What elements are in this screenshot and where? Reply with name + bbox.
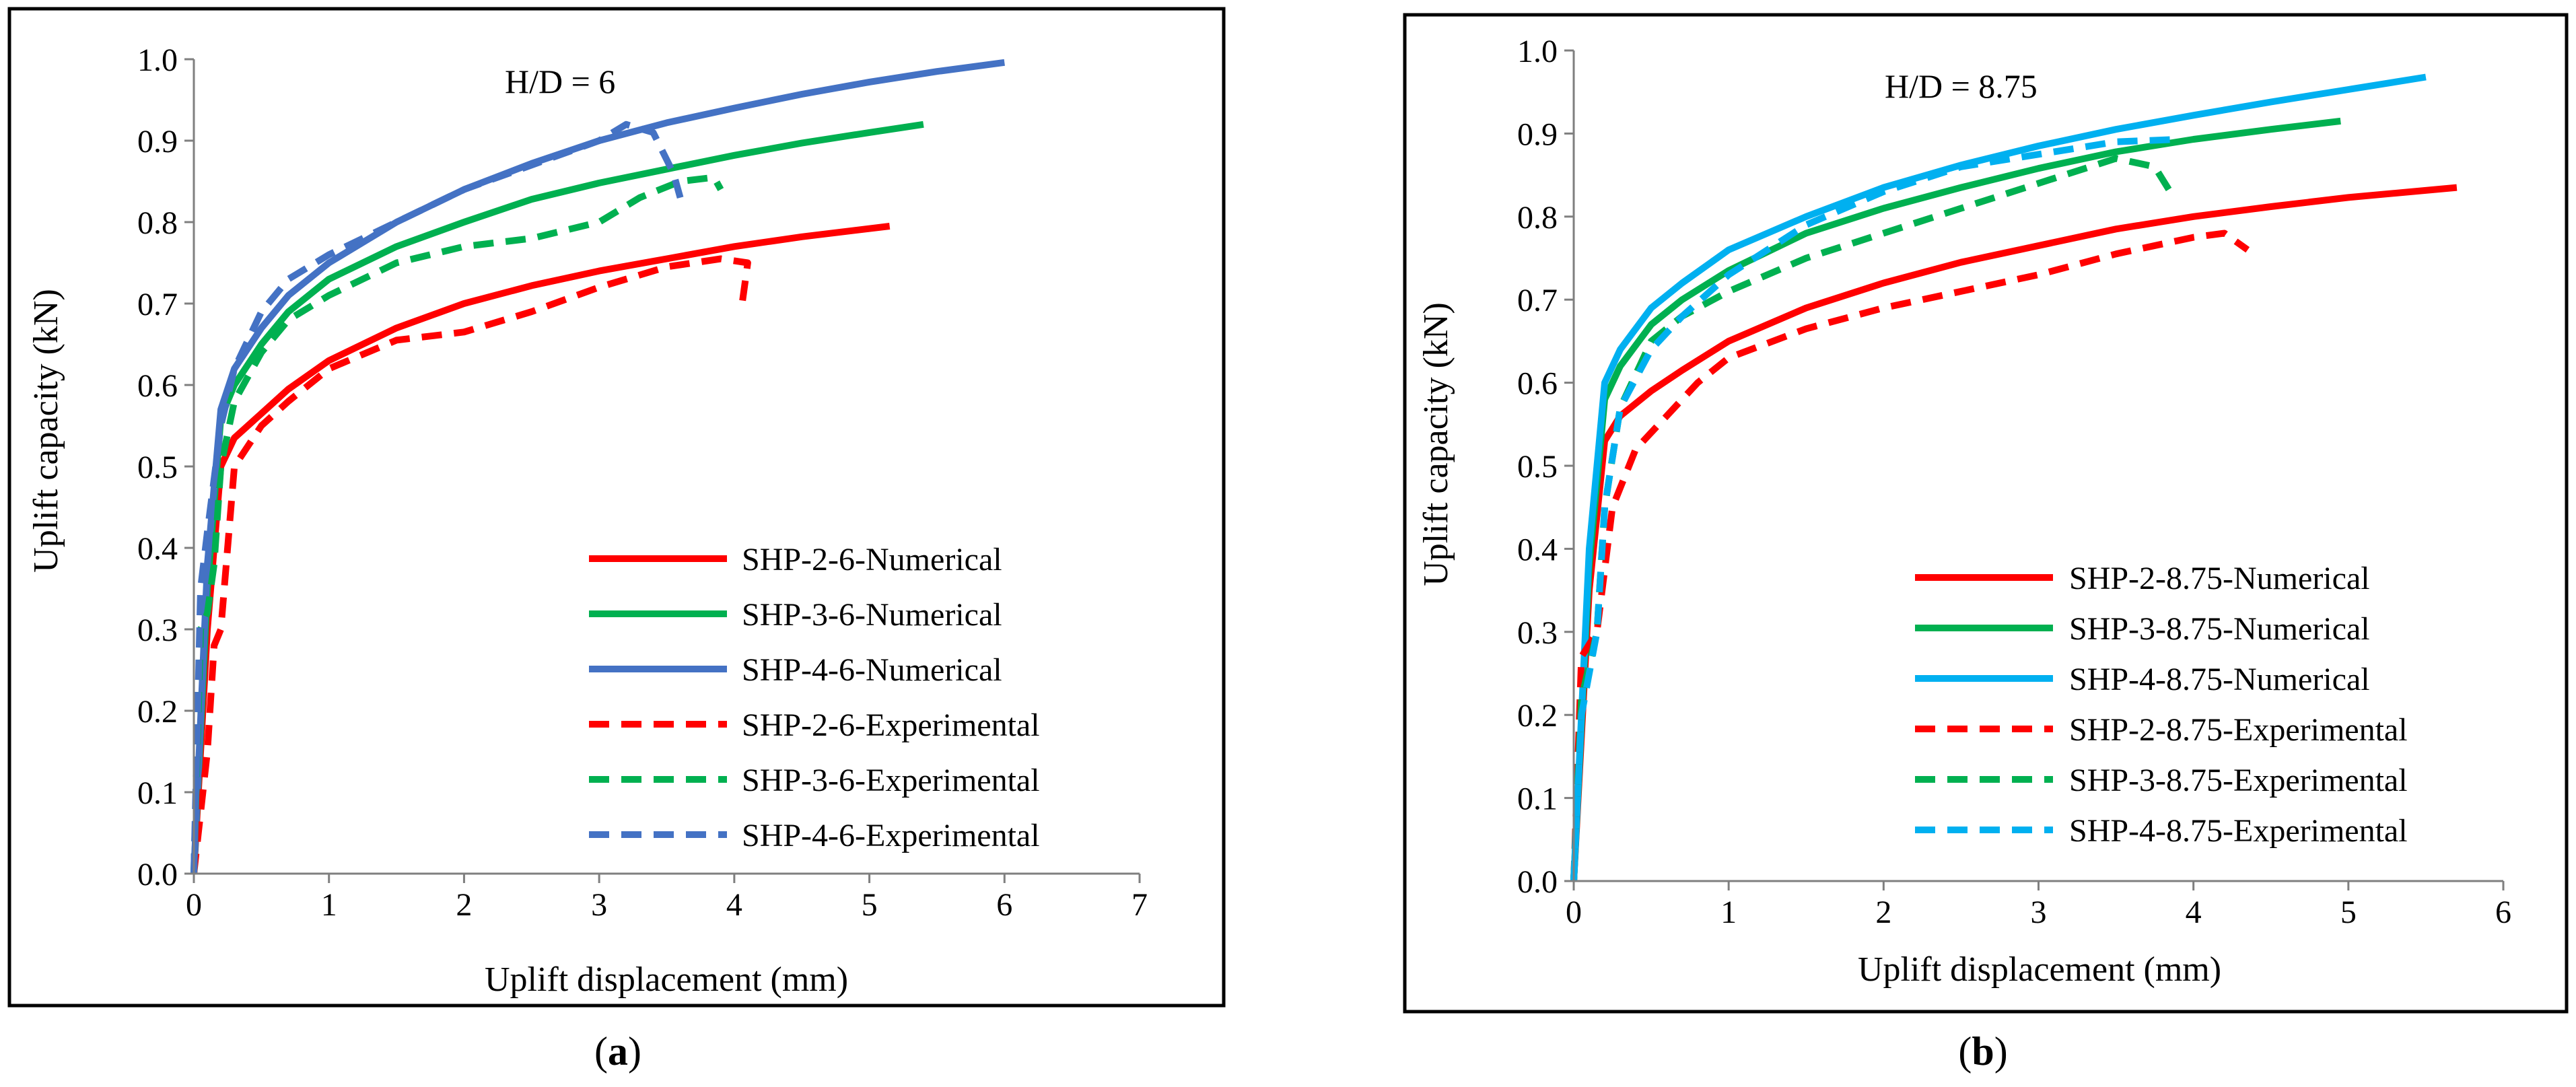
panel-a-annotation: H/D = 6: [505, 63, 615, 100]
panel-b-y-tick-label: 0.8: [1517, 200, 1558, 236]
series-line-shp-2-8.75-numerical: [1570, 184, 2458, 882]
legend-label-shp-3-6-numerical: SHP-3-6-Numerical: [742, 597, 1002, 633]
panel-b-y-tick-label: 0.2: [1517, 698, 1558, 734]
panel-b-y-tick-label: 0.7: [1517, 283, 1558, 318]
panel-a-caption-letter: a: [608, 1029, 628, 1074]
legend-label-shp-4-8.75-experimental: SHP-4-8.75-Experimental: [2069, 813, 2408, 849]
panel-b-y-tick-label: 0.4: [1517, 532, 1558, 567]
panel-b-annotation: H/D = 8.75: [1885, 67, 2038, 105]
series-line-shp-4-8.75-numerical: [1570, 73, 2427, 882]
panel-a-x-tick-label: 6: [996, 887, 1012, 923]
legend-label-shp-4-8.75-numerical: SHP-4-8.75-Numerical: [2069, 662, 2370, 697]
panel-a-x-tick-label: 1: [321, 887, 337, 923]
panel-b-caption-letter: b: [1972, 1029, 1994, 1074]
panel-a-plot: [190, 59, 1005, 874]
panel-a-x-tick-label: 0: [186, 887, 202, 923]
panel-a-y-tick-label: 0.8: [137, 205, 178, 241]
legend-label-shp-4-6-experimental: SHP-4-6-Experimental: [742, 818, 1040, 853]
legend-label-shp-3-6-experimental: SHP-3-6-Experimental: [742, 763, 1040, 798]
series-line-shp-2-8.75-experimental: [1570, 230, 2250, 882]
panel-b-y-tick-label: 0.9: [1517, 116, 1558, 152]
series-line-shp-2-6-numerical: [190, 223, 891, 874]
panel-b-legend: SHP-2-8.75-Numerical SHP-3-8.75-Numerical…: [1915, 561, 2408, 849]
panel-b-plot: [1570, 73, 2458, 882]
panel-a-x-tick-label: 7: [1132, 887, 1148, 923]
series-line-shp-2-6-experimental: [190, 255, 751, 874]
panel-b-caption: (b): [1958, 1029, 2007, 1074]
panel-a-y-tick-label: 0.0: [137, 857, 178, 892]
legend-label-shp-2-8.75-experimental: SHP-2-8.75-Experimental: [2069, 712, 2408, 748]
series-line-shp-4-8.75-experimental: [1570, 136, 2178, 882]
panel-b: 0 1 2 3 4 5 6 0.0 0.1 0.2 0.3 0.4 0.5 0.6 0.7 0.8 0.9 1.0…: [1403, 13, 2569, 1014]
panel-a-y-tick-label: 0.6: [137, 368, 178, 404]
panel-b-y-tick-label: 0.3: [1517, 615, 1558, 651]
panel-a-x-axis-label: Uplift displacement (mm): [485, 960, 848, 999]
panel-a-legend: SHP-2-6-Numerical SHP-3-6-Numerical SHP-4-…: [589, 542, 1040, 853]
panel-a-y-tick-label: 0.7: [137, 287, 178, 322]
panel-b-x-tick-label: 1: [1720, 895, 1737, 930]
panel-b-x-tick-label: 0: [1566, 895, 1582, 930]
panel-b-x-tick-label: 4: [2186, 895, 2202, 930]
panel-b-y-tick-label: 0.6: [1517, 366, 1558, 402]
panel-a: 0 1 2 3 4 5 6 7 0.0 0.1 0.2 0.3 0.4 0.5 0.6 0.7 0.8 0.9 1.…: [7, 7, 1226, 1008]
panel-b-frame: [1403, 13, 2569, 1014]
panel-a-axes: 0 1 2 3 4 5 6 7 0.0 0.1 0.2 0.3 0.4 0.5 0.6 0.7 0.8 0.9 1.…: [137, 42, 1148, 923]
panel-a-x-tick-label: 4: [726, 887, 742, 923]
panel-b-axes: 0 1 2 3 4 5 6 0.0 0.1 0.2 0.3 0.4 0.5 0.6 0.7 0.8 0.9 1.0: [1517, 34, 2511, 930]
series-line-shp-3-8.75-numerical: [1570, 117, 2341, 882]
series-line-shp-4-6-experimental: [190, 120, 684, 874]
legend-label-shp-2-6-numerical: SHP-2-6-Numerical: [742, 542, 1002, 577]
legend-label-shp-3-8.75-experimental: SHP-3-8.75-Experimental: [2069, 763, 2408, 798]
panel-a-y-tick-label: 0.4: [137, 531, 178, 567]
legend-label-shp-2-8.75-numerical: SHP-2-8.75-Numerical: [2069, 561, 2370, 596]
panel-b-y-tick-label: 0.1: [1517, 781, 1558, 817]
panel-b-y-tick-label: 1.0: [1517, 34, 1558, 69]
panel-b-x-tick-label: 2: [1875, 895, 1891, 930]
panel-a-y-tick-label: 1.0: [137, 42, 178, 78]
panel-a-x-tick-label: 5: [862, 887, 878, 923]
panel-a-y-tick-label: 0.9: [137, 124, 178, 160]
panel-b-x-tick-label: 5: [2340, 895, 2357, 930]
panel-b-y-tick-label: 0.5: [1517, 449, 1558, 485]
panel-a-y-tick-label: 0.5: [137, 450, 178, 485]
panel-b-x-axis-label: Uplift displacement (mm): [1858, 950, 2221, 989]
panel-a-y-tick-label: 0.1: [137, 775, 178, 811]
series-line-shp-3-6-experimental: [190, 174, 724, 874]
panel-b-x-tick-label: 6: [2495, 895, 2511, 930]
panel-b-x-tick-label: 3: [2031, 895, 2047, 930]
panel-a-y-tick-label: 0.3: [137, 612, 178, 648]
panel-b-y-axis-label: Uplift capacity (kN): [1417, 302, 1455, 586]
legend-label-shp-3-8.75-numerical: SHP-3-8.75-Numerical: [2069, 611, 2370, 647]
series-line-shp-3-6-numerical: [190, 120, 924, 874]
legend-label-shp-2-6-experimental: SHP-2-6-Experimental: [742, 707, 1040, 743]
legend-label-shp-4-6-numerical: SHP-4-6-Numerical: [742, 652, 1002, 688]
panel-a-y-tick-label: 0.2: [137, 694, 178, 730]
panel-a-x-tick-label: 3: [591, 887, 607, 923]
panel-a-x-tick-label: 2: [456, 887, 472, 923]
panel-b-y-tick-label: 0.0: [1517, 864, 1558, 900]
panel-a-caption: (a): [594, 1029, 641, 1074]
panel-a-y-axis-label: Uplift capacity (kN): [27, 289, 65, 573]
